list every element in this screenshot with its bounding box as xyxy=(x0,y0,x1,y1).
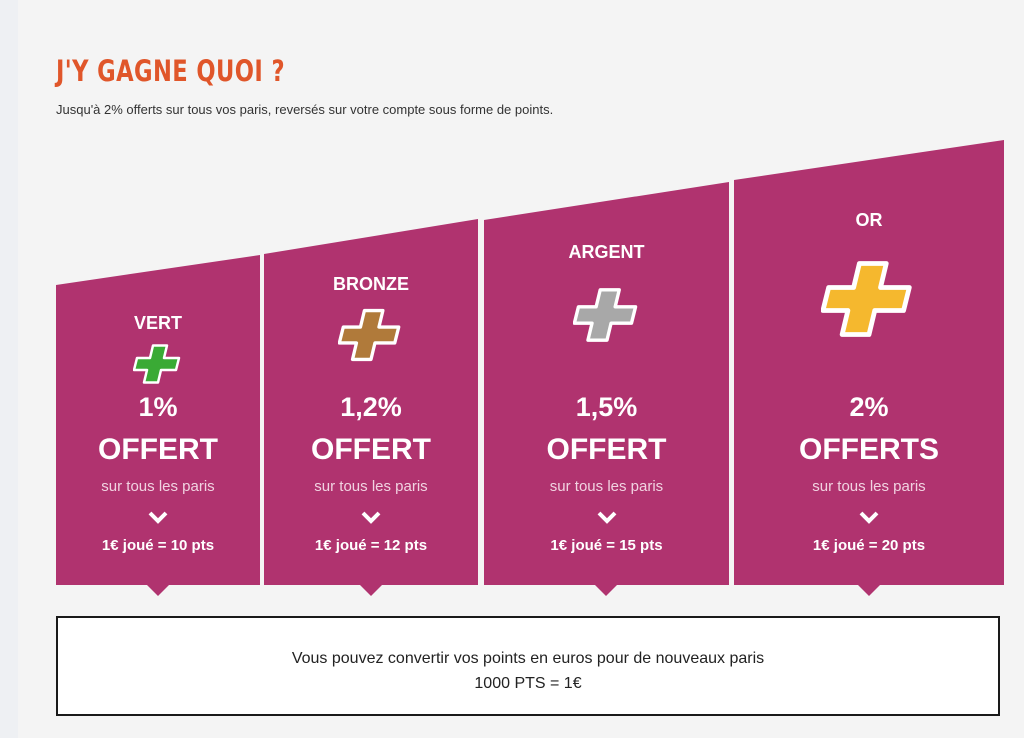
tier-percent: 1% xyxy=(138,392,178,422)
tier-rate: 1€ joué = 12 pts xyxy=(314,537,428,554)
tier-name: BRONZE xyxy=(333,274,409,294)
tier-card-vert: VERT 1% OFFERT sur tous les paris 1€ jou… xyxy=(56,255,260,585)
tier-pointer-or xyxy=(857,584,881,596)
conversion-rate: 1000 PTS = 1€ xyxy=(474,675,582,692)
chevron-down-icon xyxy=(361,511,381,524)
tier-name: OR xyxy=(855,210,883,230)
tier-pointer-argent xyxy=(594,584,618,596)
tier-name: ARGENT xyxy=(568,242,645,262)
tier-subtitle: sur tous les paris xyxy=(101,478,215,495)
tier-card-bronze: BRONZE 1,2% OFFERT sur tous les paris 1€… xyxy=(264,219,478,585)
tier-percent: 2% xyxy=(849,392,889,422)
tier-offer: OFFERT xyxy=(311,433,431,466)
tier-rate: 1€ joué = 10 pts xyxy=(101,537,215,554)
conversion-info-box: Vous pouvez convertir vos points en euro… xyxy=(56,616,1000,716)
tier-rate: 1€ joué = 20 pts xyxy=(812,537,926,554)
plus-icon xyxy=(133,344,181,384)
tier-pointer-bronze xyxy=(359,584,383,596)
tier-card-argent: ARGENT 1,5% OFFERT sur tous les paris 1€… xyxy=(484,182,729,585)
plus-icon xyxy=(338,308,401,362)
tier-subtitle: sur tous les paris xyxy=(314,478,428,495)
plus-icon xyxy=(821,261,912,337)
plus-icon xyxy=(572,288,637,342)
tier-offer: OFFERTS xyxy=(799,433,939,466)
tier-card-or: OR 2% OFFERTS sur tous les paris 1€ joué… xyxy=(734,140,1004,585)
page-subtitle: Jusqu'à 2% offerts sur tous vos paris, r… xyxy=(56,102,554,117)
chevron-down-icon xyxy=(859,511,879,524)
tier-name: VERT xyxy=(133,313,182,333)
page-title: J'Y GAGNE QUOI ? xyxy=(56,54,285,88)
tier-offer: OFFERT xyxy=(98,433,218,466)
tier-pointer-vert xyxy=(146,584,170,596)
tier-offer: OFFERT xyxy=(546,433,667,466)
chevron-down-icon xyxy=(597,511,616,524)
tier-subtitle: sur tous les paris xyxy=(549,478,664,495)
chevron-down-icon xyxy=(148,511,168,524)
conversion-text: Vous pouvez convertir vos points en euro… xyxy=(291,650,765,667)
tier-subtitle: sur tous les paris xyxy=(812,478,926,495)
tier-percent: 1,2% xyxy=(340,392,402,422)
tier-rate: 1€ joué = 15 pts xyxy=(550,537,663,554)
tier-percent: 1,5% xyxy=(575,392,638,422)
